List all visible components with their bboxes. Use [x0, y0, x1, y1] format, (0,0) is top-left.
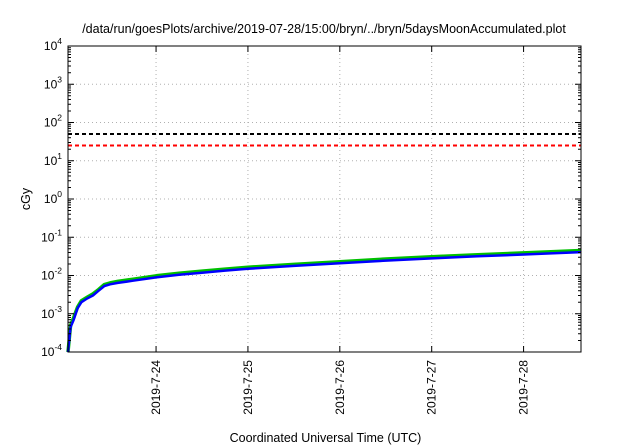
y-tick-base: 10	[41, 307, 55, 321]
y-tick-base: 10	[41, 269, 55, 283]
y-tick-base: 10	[44, 192, 58, 206]
y-tick-exponent: -3	[54, 304, 62, 314]
y-tick-exponent: 2	[57, 113, 62, 123]
y-tick-label: 10-3	[41, 304, 62, 321]
series-line	[66, 248, 582, 353]
y-tick-base: 10	[44, 77, 58, 91]
grid-lines	[68, 46, 581, 352]
y-tick-label: 100	[44, 189, 62, 206]
x-tick-label: 2019-7-28	[517, 360, 531, 415]
y-tick-label: 101	[44, 151, 62, 168]
chart-title: /data/run/goesPlots/archive/2019-07-28/1…	[82, 22, 566, 36]
y-tick-exponent: -4	[54, 342, 62, 352]
y-tick-label: 10-2	[41, 266, 62, 283]
y-tick-label: 10-1	[41, 227, 62, 244]
y-tick-exponent: 1	[57, 151, 62, 161]
y-tick-label: 103	[44, 74, 62, 91]
y-tick-label: 104	[44, 36, 62, 53]
y-tick-base: 10	[44, 116, 58, 130]
y-tick-exponent: -1	[54, 227, 62, 237]
y-tick-exponent: 0	[57, 189, 62, 199]
y-tick-label: 102	[44, 113, 62, 130]
y-tick-label: 10-4	[41, 342, 62, 359]
x-tick-label: 2019-7-24	[149, 360, 163, 415]
y-tick-base: 10	[44, 39, 58, 53]
axis-ticks: 10-410-310-210-11001011021031042019-7-24…	[41, 36, 581, 415]
x-tick-label: 2019-7-25	[241, 360, 255, 415]
y-tick-exponent: -2	[54, 266, 62, 276]
y-tick-base: 10	[41, 230, 55, 244]
y-tick-base: 10	[41, 345, 55, 359]
x-axis-label: Coordinated Universal Time (UTC)	[230, 431, 422, 445]
x-tick-label: 2019-7-27	[425, 360, 439, 415]
y-tick-exponent: 4	[57, 36, 62, 46]
data-series	[66, 248, 582, 353]
series-line	[66, 250, 582, 353]
y-axis-label: cGy	[19, 187, 33, 210]
reference-lines	[68, 133, 581, 147]
x-tick-label: 2019-7-26	[333, 360, 347, 415]
y-tick-base: 10	[44, 154, 58, 168]
y-tick-exponent: 3	[57, 74, 62, 84]
plot-frame	[67, 45, 582, 353]
